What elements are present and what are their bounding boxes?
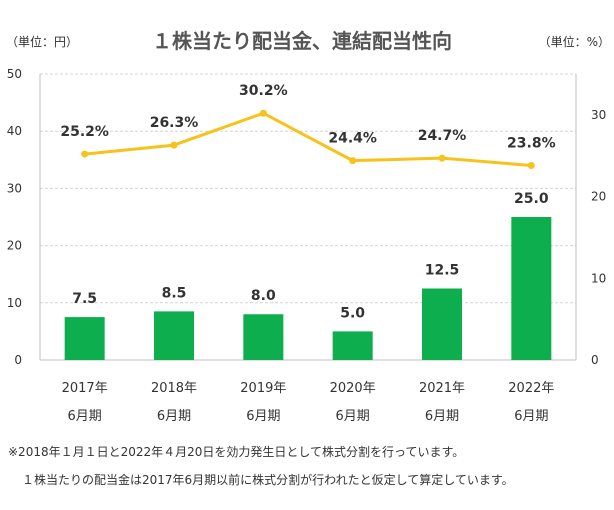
x-tick-label-period: 6月期 <box>157 409 191 424</box>
chart-title: １株当たり配当金、連結配当性向 <box>152 29 452 53</box>
footnote-1: ※2018年１月１日と2022年４月20日を効力発生日として株式分割を行っていま… <box>8 444 464 459</box>
line-value-label: 24.7% <box>418 128 467 144</box>
line-value-label: 25.2% <box>60 124 109 140</box>
line-point-3 <box>259 109 267 117</box>
bar-value-label: 8.5 <box>162 285 187 301</box>
line-point-2 <box>170 141 178 149</box>
bar-value-label: 25.0 <box>514 191 549 207</box>
x-tick-label-year: 2017年 <box>62 381 108 396</box>
left-tick-label: 50 <box>7 67 22 81</box>
bar-6 <box>511 217 552 360</box>
x-tick-label-period: 6月期 <box>246 409 280 424</box>
left-tick-label: 30 <box>7 181 22 195</box>
bar-value-label: 12.5 <box>425 263 460 279</box>
x-tick-label-period: 6月期 <box>425 409 459 424</box>
line-point-6 <box>527 162 535 170</box>
line-value-label: 23.8% <box>507 136 556 152</box>
x-tick-label-year: 2020年 <box>330 381 376 396</box>
x-tick-label-period: 6月期 <box>514 409 548 424</box>
right-tick-label: 30 <box>591 108 606 122</box>
left-tick-label: 20 <box>7 239 22 253</box>
x-tick-label-year: 2018年 <box>151 381 197 396</box>
bar-value-label: 8.0 <box>251 288 276 304</box>
left-unit-label: （単位：円） <box>6 34 78 49</box>
bar-2 <box>154 311 194 360</box>
bar-5 <box>422 288 462 360</box>
left-tick-label: 40 <box>7 124 22 138</box>
right-tick-label: 0 <box>591 353 599 367</box>
bar-value-label: 7.5 <box>72 291 97 307</box>
payout-ratio-line <box>84 111 532 168</box>
line-value-label: 30.2% <box>239 83 288 99</box>
x-tick-label-year: 2019年 <box>240 381 286 396</box>
right-tick-label: 10 <box>591 271 606 285</box>
bar-value-label: 5.0 <box>340 305 365 321</box>
left-tick-label: 0 <box>14 353 22 367</box>
line-value-label: 26.3% <box>150 115 199 131</box>
bar-1 <box>64 317 105 360</box>
x-tick-label-year: 2022年 <box>508 381 554 396</box>
line-point-5 <box>438 154 446 162</box>
line-point-1 <box>81 150 89 158</box>
line-point-4 <box>349 157 357 165</box>
x-tick-label-period: 6月期 <box>336 409 370 424</box>
bar-4 <box>332 331 373 360</box>
x-tick-label-year: 2021年 <box>419 381 465 396</box>
right-tick-label: 20 <box>591 190 606 204</box>
right-unit-label: （単位：%） <box>539 34 610 49</box>
footnote-2: １株当たりの配当金は2017年6月期以前に株式分割が行われたと仮定して算定してい… <box>22 472 514 487</box>
line-value-label: 24.4% <box>328 131 377 147</box>
bar-3 <box>243 314 284 360</box>
x-tick-label-period: 6月期 <box>68 409 102 424</box>
left-tick-label: 10 <box>7 296 22 310</box>
